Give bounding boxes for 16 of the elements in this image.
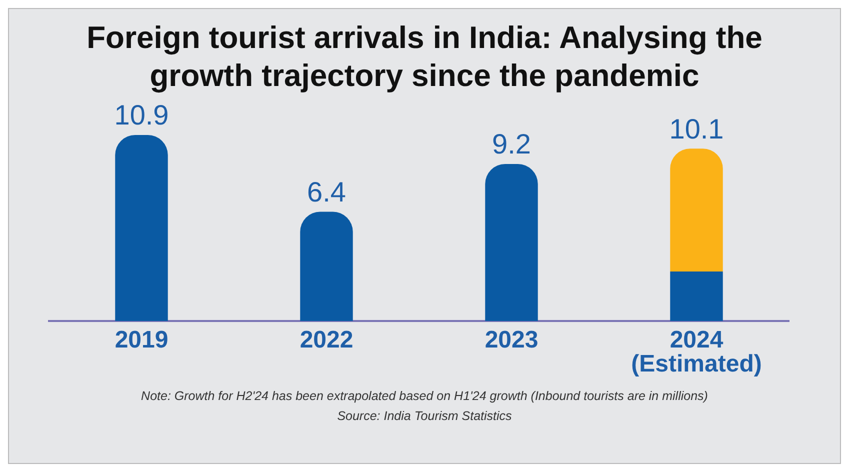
data-label: 6.4	[307, 176, 346, 208]
data-label: 10.9	[114, 100, 169, 131]
text: Note: Growth for H2'24 has been extrapolated based on H1'24 growth (Inbound tourists are in millions)	[140, 389, 709, 403]
x-tick-label: 2019	[114, 326, 168, 354]
bar	[670, 272, 723, 321]
bar	[115, 135, 168, 321]
x-tick-label: 2024 (Estimated)	[631, 326, 762, 378]
bar	[300, 212, 353, 321]
data-label: 9.2	[492, 128, 531, 160]
x-tick-label: 2023	[484, 326, 538, 354]
bar	[670, 148, 723, 272]
total-label: 10.1	[669, 113, 724, 144]
source-note: Source: India Tourism Statistics	[336, 409, 513, 423]
bar	[485, 164, 538, 321]
x-tick-label: 2022	[300, 326, 354, 354]
chart-title: Foreign tourist arrivals in India: Analysing the growth trajectory since the pandemic	[86, 19, 764, 95]
